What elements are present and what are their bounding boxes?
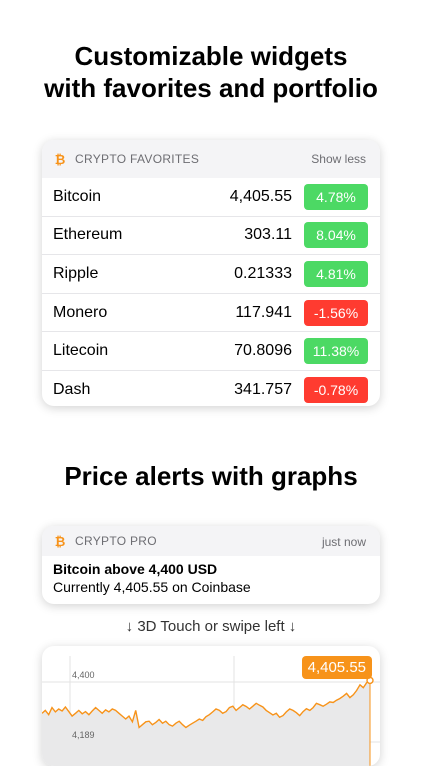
change-badge: 11.38% <box>304 338 368 365</box>
price-chart: 4,400 4,189 <box>42 656 380 766</box>
change-badge: 8.04% <box>304 222 368 249</box>
coin-name: Litecoin <box>53 342 109 360</box>
price-chart-card[interactable]: 4,400 4,189 4,405.55 <box>42 646 380 766</box>
change-badge: -0.78% <box>304 376 368 403</box>
notification-title: Bitcoin above 4,400 USD <box>53 561 218 577</box>
favorite-row-monero[interactable]: Monero 117.941 -1.56% <box>42 292 380 332</box>
y-tick-label: 4,400 <box>72 670 95 680</box>
coin-name: Monero <box>53 303 108 321</box>
gesture-hint: ↓ 3D Touch or swipe left ↓ <box>125 618 297 635</box>
headline-widgets: Customizable widgets with favorites and … <box>0 40 422 104</box>
favorite-row-bitcoin[interactable]: Bitcoin 4,405.55 4.78% <box>42 178 380 216</box>
favorites-widget-title: CRYPTO FAVORITES <box>75 152 200 166</box>
coin-price: 117.941 <box>235 303 292 321</box>
favorite-row-ripple[interactable]: Ripple 0.21333 4.81% <box>42 254 380 293</box>
coin-price: 303.11 <box>244 226 292 244</box>
change-badge: 4.78% <box>304 183 368 210</box>
coin-name: Ripple <box>53 264 99 282</box>
coin-name: Dash <box>53 380 91 398</box>
notification-body: Currently 4,405.55 on Coinbase <box>53 579 251 595</box>
coin-price: 0.21333 <box>234 264 292 282</box>
svg-text:₿: ₿ <box>55 535 66 548</box>
coin-price: 70.8096 <box>234 342 292 360</box>
headline-alerts: Price alerts with graphs <box>64 461 358 491</box>
favorite-row-litecoin[interactable]: Litecoin 70.8096 11.38% <box>42 331 380 370</box>
last-price-tag: 4,405.55 <box>301 656 372 679</box>
coin-price: 4,405.55 <box>229 187 292 205</box>
notification-app-name: CRYPTO PRO <box>75 534 157 548</box>
coin-name: Ethereum <box>53 226 123 244</box>
change-badge: -1.56% <box>304 299 368 326</box>
coin-price: 341.757 <box>234 380 292 398</box>
favorites-list: Bitcoin 4,405.55 4.78% Ethereum 303.11 8… <box>42 178 380 406</box>
bitcoin-icon: ₿ <box>53 534 67 548</box>
favorites-widget-header: ₿ CRYPTO FAVORITES Show less <box>42 140 380 178</box>
bitcoin-icon: ₿ <box>53 152 67 166</box>
headline-line-2: with favorites and portfolio <box>44 73 378 103</box>
notification-header: ₿ CRYPTO PRO just now <box>42 526 380 556</box>
price-alert-notification[interactable]: ₿ CRYPTO PRO just now Bitcoin above 4,40… <box>42 526 380 604</box>
favorite-row-ethereum[interactable]: Ethereum 303.11 8.04% <box>42 215 380 255</box>
price-area <box>42 680 370 766</box>
svg-text:₿: ₿ <box>55 153 66 166</box>
notification-time: just now <box>321 535 366 549</box>
favorite-row-dash[interactable]: Dash 341.757 -0.78% <box>42 369 380 406</box>
coin-name: Bitcoin <box>53 187 102 205</box>
price-line <box>42 679 371 729</box>
y-tick-label: 4,189 <box>72 730 95 740</box>
change-badge: 4.81% <box>304 260 368 287</box>
headline-line-1: Customizable widgets <box>74 41 348 71</box>
show-less-button[interactable]: Show less <box>311 152 366 166</box>
favorites-widget: ₿ CRYPTO FAVORITES Show less Bitcoin 4,4… <box>42 140 380 406</box>
